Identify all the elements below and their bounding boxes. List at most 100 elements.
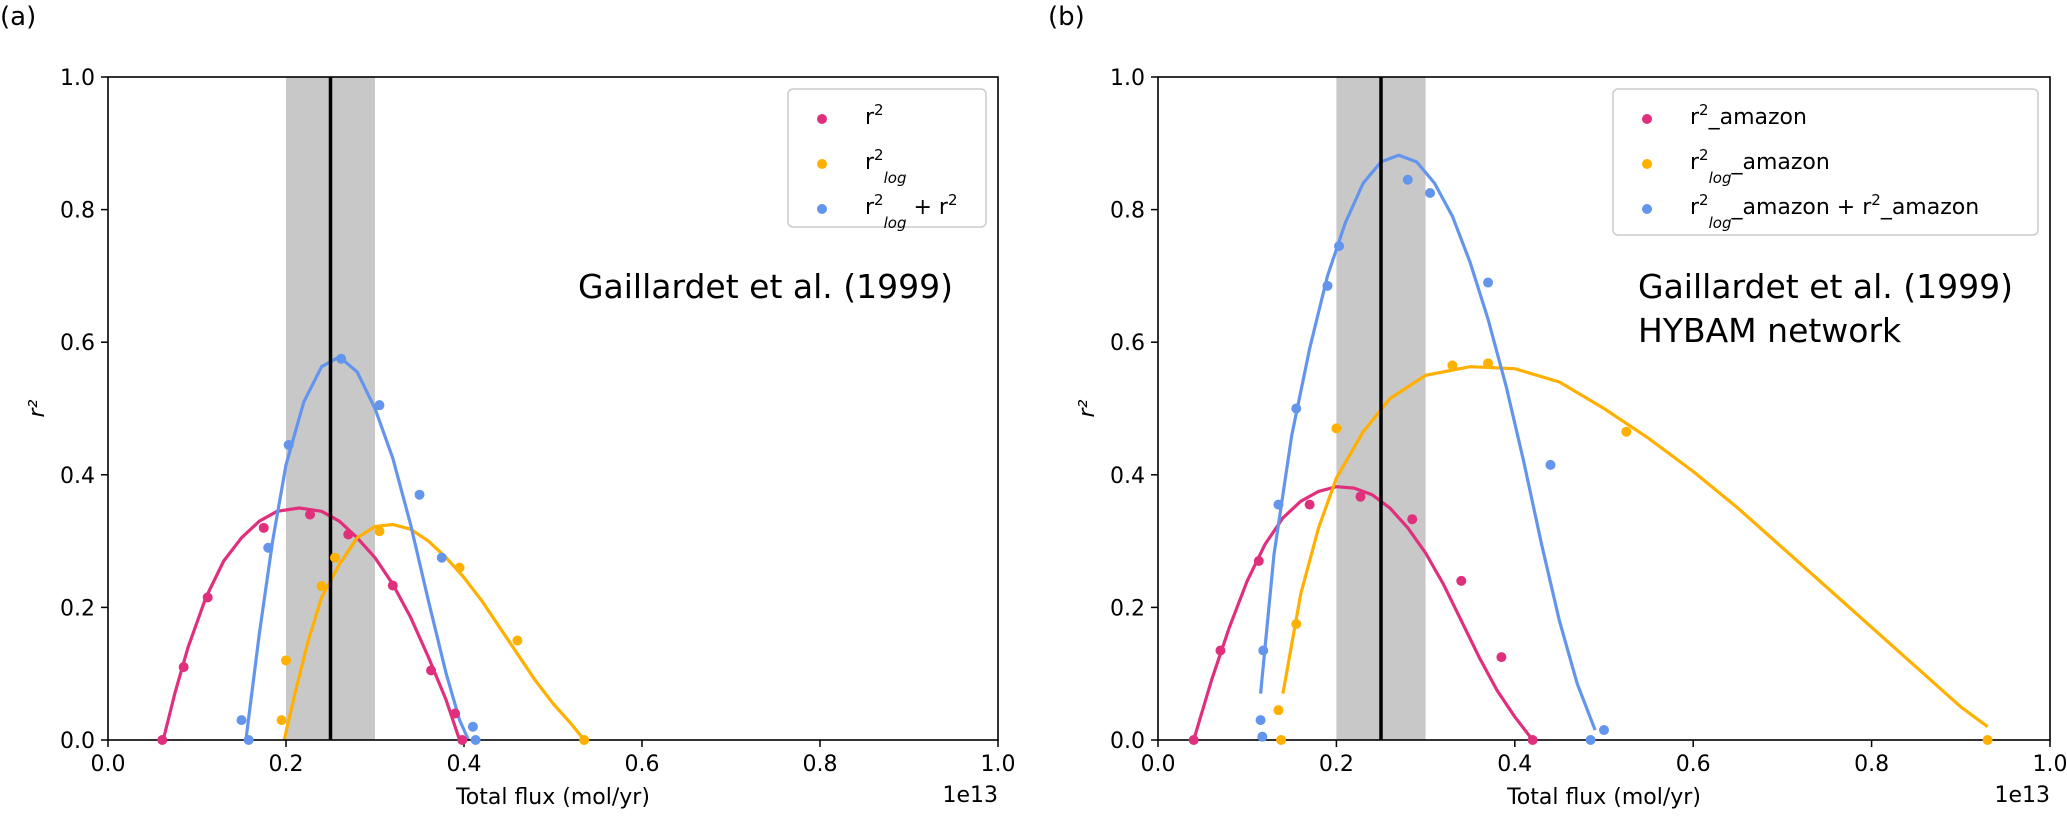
fit-line-0 — [1192, 485, 1534, 740]
y-tick-label-1: 0.2 — [1110, 596, 1145, 621]
data-point-0-6 — [1456, 575, 1467, 586]
legend-label-0: r2_amazon — [1690, 101, 1807, 130]
data-point-1-3 — [329, 552, 340, 563]
data-point-0-8 — [1527, 735, 1538, 745]
data-point-2-1 — [1257, 731, 1268, 742]
legend-text-part: 2 — [948, 191, 958, 209]
data-point-1-5 — [454, 562, 465, 573]
data-point-2-10 — [1545, 459, 1556, 470]
data-point-0-1 — [1215, 645, 1226, 656]
legend-text-part: _amazon — [1880, 195, 1979, 220]
legend-label-0: r2 — [865, 101, 884, 130]
legend-box — [1612, 88, 2039, 236]
y-tick-label-0: 0.0 — [1110, 729, 1145, 754]
legend-marker-1 — [817, 159, 827, 169]
y-tick-label-4: 0.8 — [60, 199, 95, 224]
data-point-2-8 — [1425, 188, 1436, 199]
data-point-1-4 — [1447, 360, 1458, 371]
x-tick-label-2: 0.4 — [1497, 752, 1532, 777]
plot-area — [1192, 153, 1989, 740]
legend-box — [787, 88, 987, 228]
data-point-2-8 — [467, 721, 478, 732]
legend-text-part: r — [865, 150, 875, 175]
x-axis-label: Total flux (mol/yr) — [1506, 785, 1701, 810]
legend-text-part: log — [1709, 169, 1732, 187]
legend-marker-2 — [817, 204, 827, 214]
legend-text-part: 2 — [1699, 101, 1709, 119]
data-point-0-5 — [1407, 514, 1418, 525]
data-point-0-3 — [258, 522, 269, 533]
x-tick-label-3: 0.6 — [1676, 752, 1711, 777]
x-tick-label-2: 0.4 — [447, 752, 482, 777]
x-tick-label-1: 0.2 — [269, 752, 304, 777]
panel-label: (a) — [0, 2, 36, 32]
legend-text-part: 2 — [874, 191, 884, 209]
data-point-1-6 — [512, 635, 523, 646]
y-tick-label-0: 0.0 — [60, 729, 95, 754]
data-point-1-0 — [1273, 705, 1284, 716]
fit-line-2 — [1259, 153, 1597, 731]
y-tick-label-5: 1.0 — [60, 66, 95, 91]
data-point-2-6 — [1334, 241, 1345, 252]
data-point-1-1 — [1276, 735, 1287, 745]
y-tick-label-2: 0.4 — [1110, 464, 1145, 489]
legend-text-part: _amazon + r — [1730, 195, 1872, 220]
legend-text-part: + r — [906, 195, 948, 220]
legend-text-part: 2 — [1699, 191, 1709, 209]
data-point-1-3 — [1331, 423, 1342, 434]
data-point-2-7 — [436, 552, 447, 563]
legend-text-part: 2 — [1871, 191, 1881, 209]
data-point-2-2 — [1258, 645, 1269, 656]
axes-frame — [1157, 76, 2051, 741]
y-tick-label-5: 1.0 — [1110, 66, 1145, 91]
legend-label-1: r2log_amazon — [1690, 146, 1830, 187]
fit-line-1 — [282, 522, 586, 740]
data-point-0-5 — [343, 529, 354, 540]
data-point-0-9 — [457, 735, 468, 745]
data-point-2-3 — [283, 439, 294, 450]
x-tick-label-1: 0.2 — [1319, 752, 1354, 777]
data-point-1-0 — [276, 715, 287, 726]
legend-label-2: r2log_amazon + r2_amazon — [1690, 191, 1979, 232]
legend-text-part: r — [1690, 150, 1700, 175]
data-point-1-5 — [1483, 358, 1494, 369]
data-point-2-11 — [1585, 735, 1596, 745]
legend-text-part: _amazon — [1708, 105, 1807, 130]
data-point-1-6 — [1621, 426, 1632, 437]
y-tick-label-2: 0.4 — [60, 464, 95, 489]
x-tick-label-5: 1.0 — [981, 752, 1016, 777]
data-point-0-7 — [1496, 652, 1507, 663]
data-point-2-0 — [1255, 715, 1266, 726]
x-tick-label-0: 0.0 — [91, 752, 126, 777]
y-tick-label-3: 0.6 — [1110, 331, 1145, 356]
data-point-2-4 — [336, 353, 347, 364]
data-point-1-2 — [1291, 618, 1302, 629]
legend-text-part: 2 — [874, 101, 884, 119]
fit-line-2 — [244, 355, 470, 740]
data-point-2-12 — [1599, 725, 1609, 736]
data-point-2-2 — [263, 542, 274, 553]
data-point-0-6 — [387, 580, 398, 591]
legend-text-part: r — [1690, 105, 1700, 130]
x-offset-text: 1e13 — [1994, 783, 2050, 808]
legend-text-part: 2 — [874, 146, 884, 164]
chart-panel-0: 0.0 0.2 0.4 0.6 0.8 1.0 0.0 0.2 0.4 0.6 0.8 1.0 Tota… — [0, 2, 1016, 810]
x-tick-label-4: 0.8 — [1854, 752, 1889, 777]
legend-text-part: log — [884, 169, 907, 187]
data-point-1-2 — [316, 581, 327, 592]
data-point-0-2 — [1253, 555, 1264, 566]
data-point-2-9 — [1483, 277, 1494, 288]
legend-text-part: r — [865, 195, 875, 220]
data-point-2-0 — [236, 715, 247, 726]
data-point-0-4 — [305, 509, 316, 520]
legend-marker-2 — [1642, 204, 1652, 214]
data-point-0-0 — [157, 735, 168, 745]
legend-marker-0 — [817, 114, 827, 124]
x-tick-label-5: 1.0 — [2033, 752, 2067, 777]
x-tick-label-0: 0.0 — [1141, 752, 1176, 777]
annotation-line-1: HYBAM network — [1638, 311, 1902, 350]
legend-label-1: r2log — [865, 146, 906, 187]
